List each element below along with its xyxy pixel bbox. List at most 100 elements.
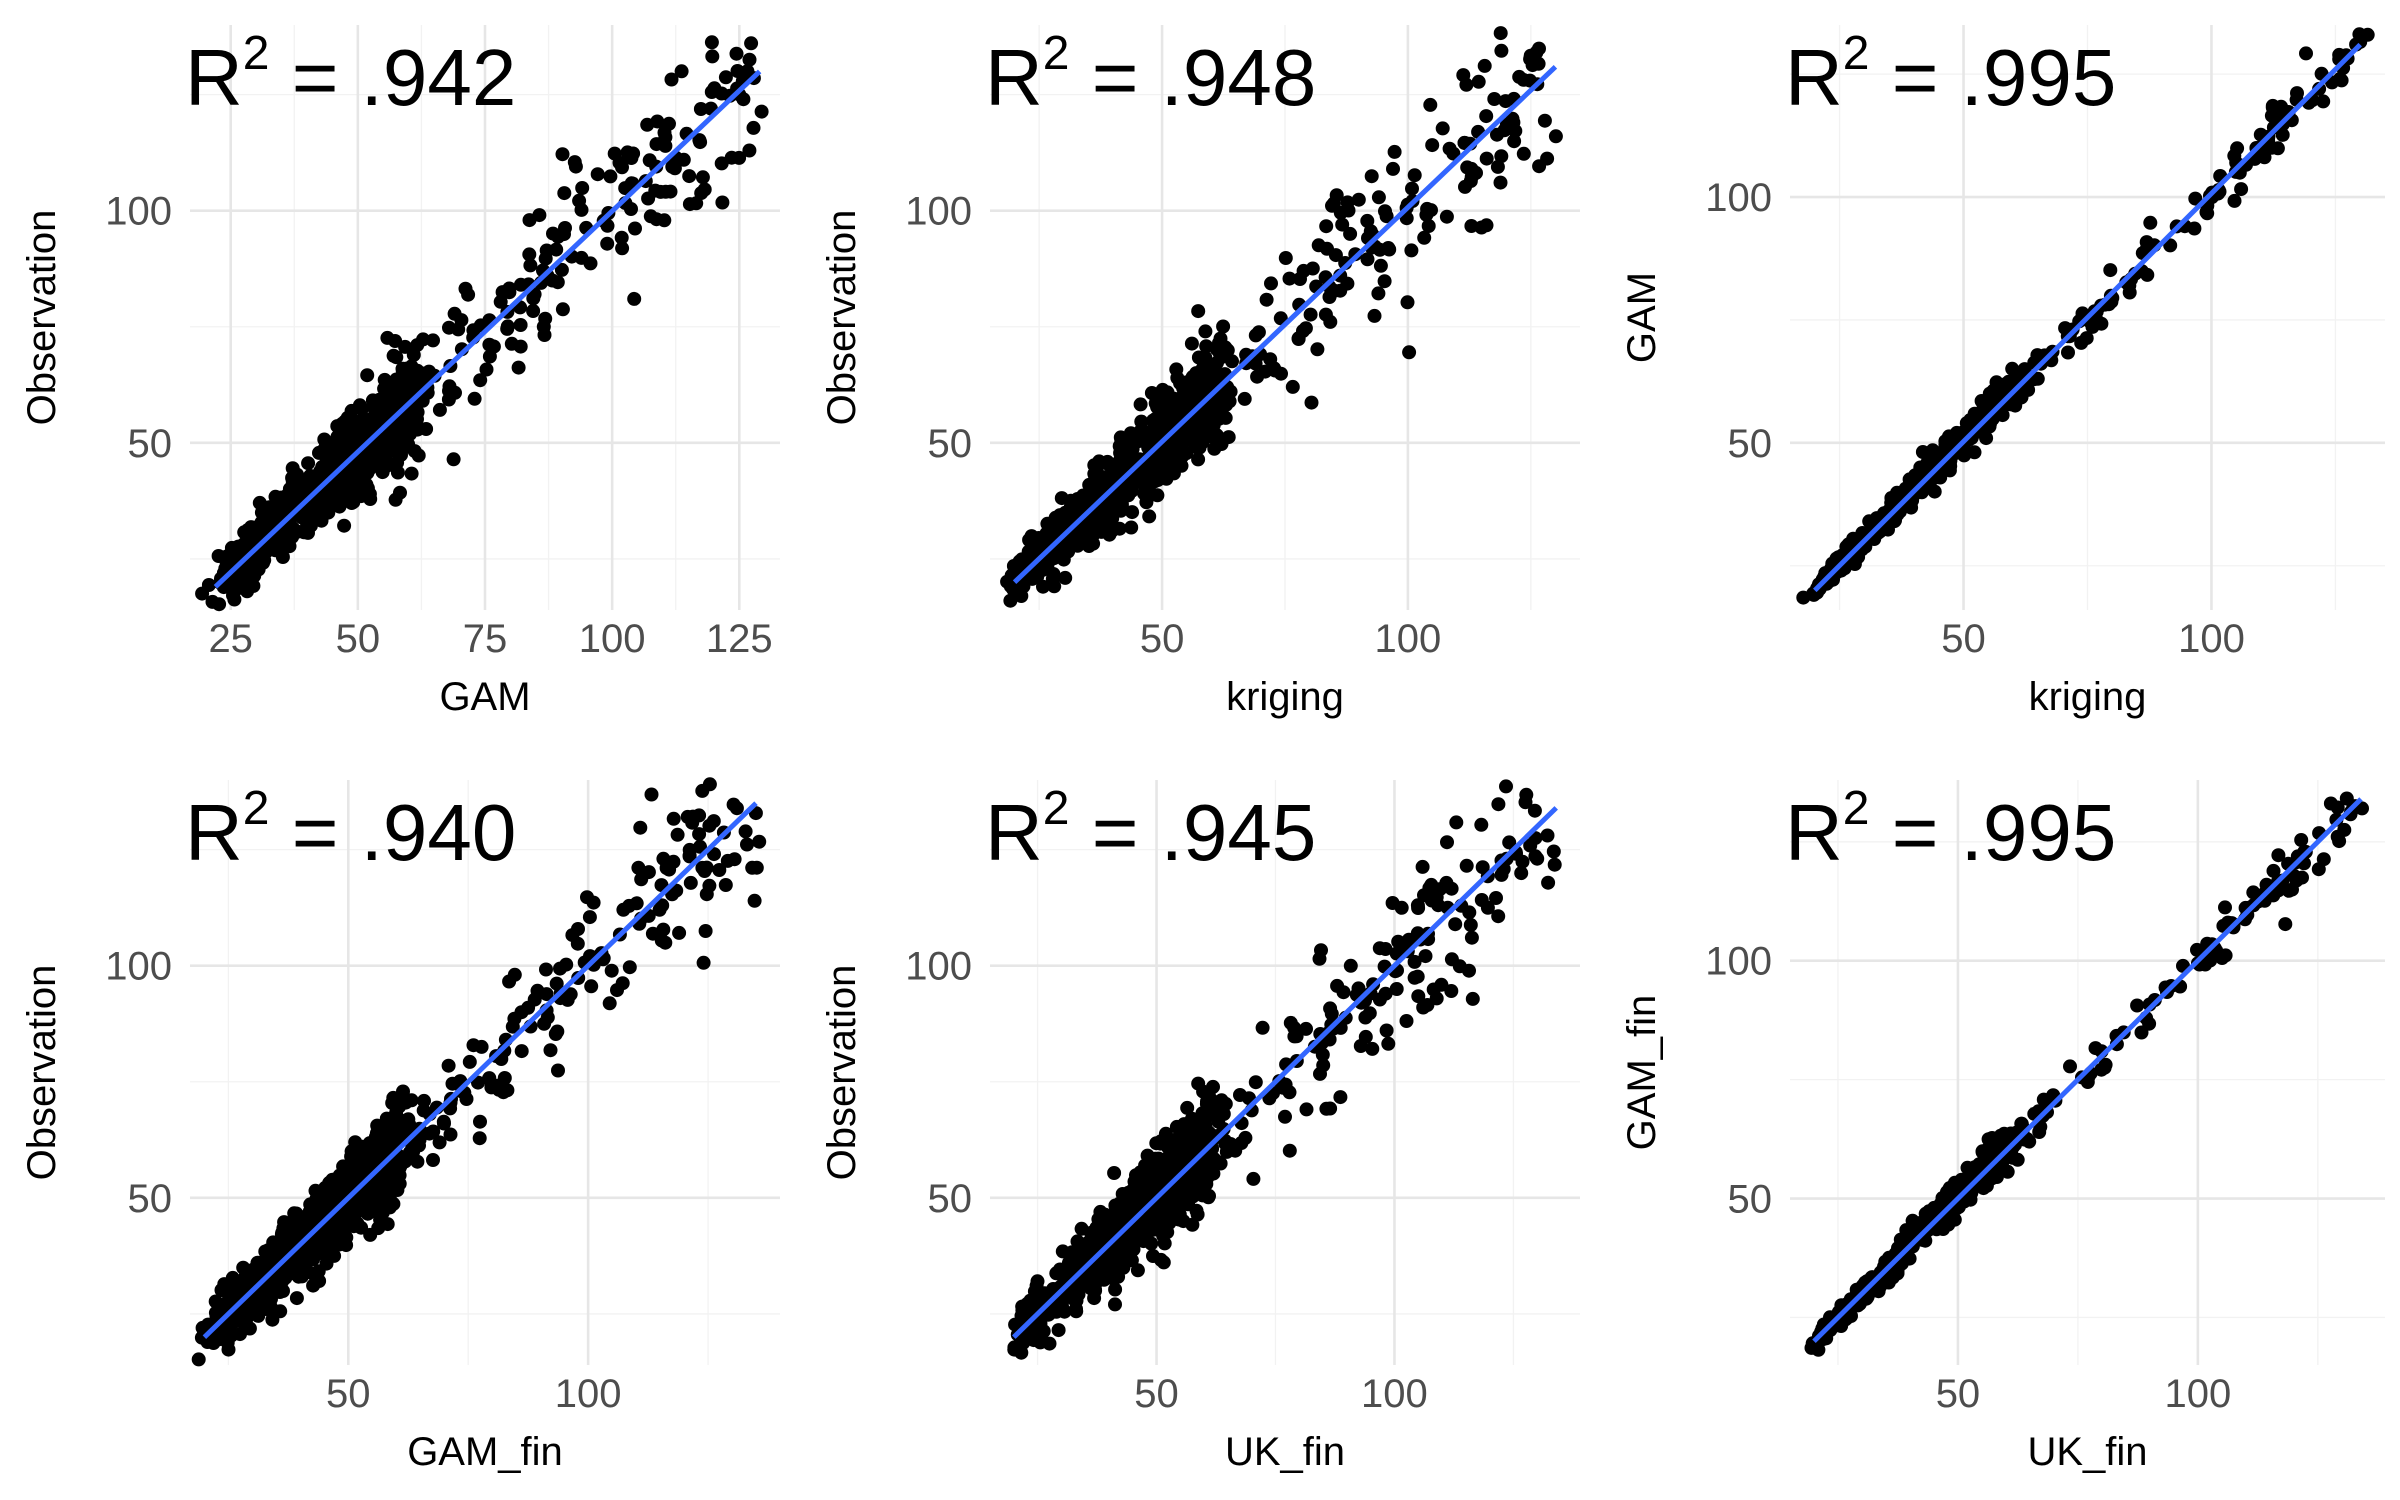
- data-point: [1479, 151, 1494, 166]
- data-point: [1362, 1006, 1377, 1021]
- data-point: [1425, 138, 1440, 153]
- x-tick-label: 50: [1941, 617, 1986, 661]
- data-point: [742, 52, 757, 67]
- data-point: [1531, 56, 1546, 71]
- data-point: [1125, 505, 1140, 520]
- data-point: [1311, 238, 1326, 253]
- data-point: [640, 117, 655, 132]
- data-point: [458, 281, 473, 296]
- data-point: [1278, 1109, 1292, 1124]
- data-point: [628, 221, 642, 236]
- data-point: [747, 893, 762, 908]
- data-point: [685, 815, 700, 830]
- data-point: [251, 562, 266, 577]
- data-point: [473, 373, 488, 388]
- data-point: [1189, 366, 1204, 381]
- data-point: [337, 518, 352, 533]
- data-point: [1090, 460, 1104, 475]
- x-axis-title: kriging: [1226, 675, 1344, 719]
- data-point: [1160, 1139, 1175, 1154]
- data-point: [702, 777, 717, 792]
- r-squared-exponent: 2: [243, 782, 270, 835]
- data-point: [1221, 430, 1236, 445]
- data-point: [486, 339, 501, 354]
- data-point: [1130, 1263, 1145, 1278]
- data-point: [666, 811, 681, 826]
- data-point: [604, 963, 619, 978]
- data-point: [374, 1192, 389, 1206]
- data-point: [436, 1114, 451, 1129]
- data-point: [2088, 1041, 2103, 1056]
- data-point: [658, 138, 673, 153]
- data-point: [1487, 92, 1502, 106]
- data-point: [1282, 1143, 1297, 1158]
- data-point: [1377, 274, 1392, 289]
- data-point: [1200, 429, 1214, 443]
- data-point: [615, 241, 630, 256]
- data-point: [1343, 226, 1358, 241]
- data-point: [1088, 1282, 1102, 1297]
- data-point: [729, 46, 744, 61]
- data-point: [1329, 188, 1344, 203]
- data-point: [1943, 459, 1958, 474]
- data-point: [1360, 252, 1375, 267]
- data-point: [682, 842, 697, 857]
- data-point: [317, 441, 332, 456]
- data-point: [513, 318, 528, 332]
- data-point: [404, 466, 419, 481]
- data-point: [1351, 192, 1366, 207]
- data-point: [1179, 446, 1194, 461]
- data-point: [655, 898, 670, 913]
- data-point: [1201, 1166, 1216, 1181]
- data-point: [1268, 363, 1283, 378]
- data-point: [554, 262, 569, 277]
- data-point: [1313, 1066, 1327, 1081]
- x-tick-label: 75: [463, 617, 508, 661]
- data-point: [2063, 1059, 2077, 1074]
- y-tick-label: 50: [1728, 422, 1773, 466]
- data-point: [473, 1114, 487, 1129]
- data-point: [715, 195, 730, 210]
- data-point: [683, 875, 698, 890]
- data-point: [1198, 350, 1213, 365]
- data-point: [1367, 308, 1382, 323]
- data-point: [1379, 1023, 1394, 1038]
- data-point: [1499, 779, 1513, 794]
- data-point: [497, 1071, 512, 1085]
- data-point: [239, 1311, 254, 1326]
- data-point: [1462, 963, 1476, 978]
- data-point: [545, 273, 560, 288]
- data-point: [1089, 1220, 1104, 1235]
- data-point: [1248, 328, 1263, 343]
- data-point: [1156, 1255, 1171, 1270]
- data-point: [195, 586, 210, 601]
- data-point: [416, 332, 431, 347]
- data-point: [1459, 858, 1474, 873]
- data-point: [1167, 1186, 1182, 1201]
- data-point: [1541, 875, 1556, 890]
- data-point: [1140, 462, 1155, 477]
- data-point: [1391, 934, 1406, 949]
- data-point: [657, 213, 672, 228]
- data-point: [338, 414, 352, 429]
- data-point: [442, 320, 456, 335]
- data-point: [362, 1136, 377, 1151]
- data-point: [1407, 954, 1422, 969]
- data-point: [1532, 41, 1546, 56]
- data-point: [505, 1019, 520, 1034]
- data-point: [358, 459, 373, 474]
- data-point: [289, 1291, 304, 1306]
- data-point: [729, 801, 744, 816]
- data-point: [442, 383, 456, 398]
- data-point: [411, 448, 426, 463]
- r-squared-value: = .945: [1069, 788, 1316, 877]
- data-point: [1491, 797, 1506, 812]
- data-point: [331, 476, 346, 491]
- data-point: [718, 70, 733, 85]
- data-point: [2163, 238, 2178, 253]
- data-point: [2274, 99, 2289, 114]
- data-point: [1365, 1041, 1380, 1056]
- data-point: [408, 408, 423, 423]
- data-point: [397, 424, 412, 439]
